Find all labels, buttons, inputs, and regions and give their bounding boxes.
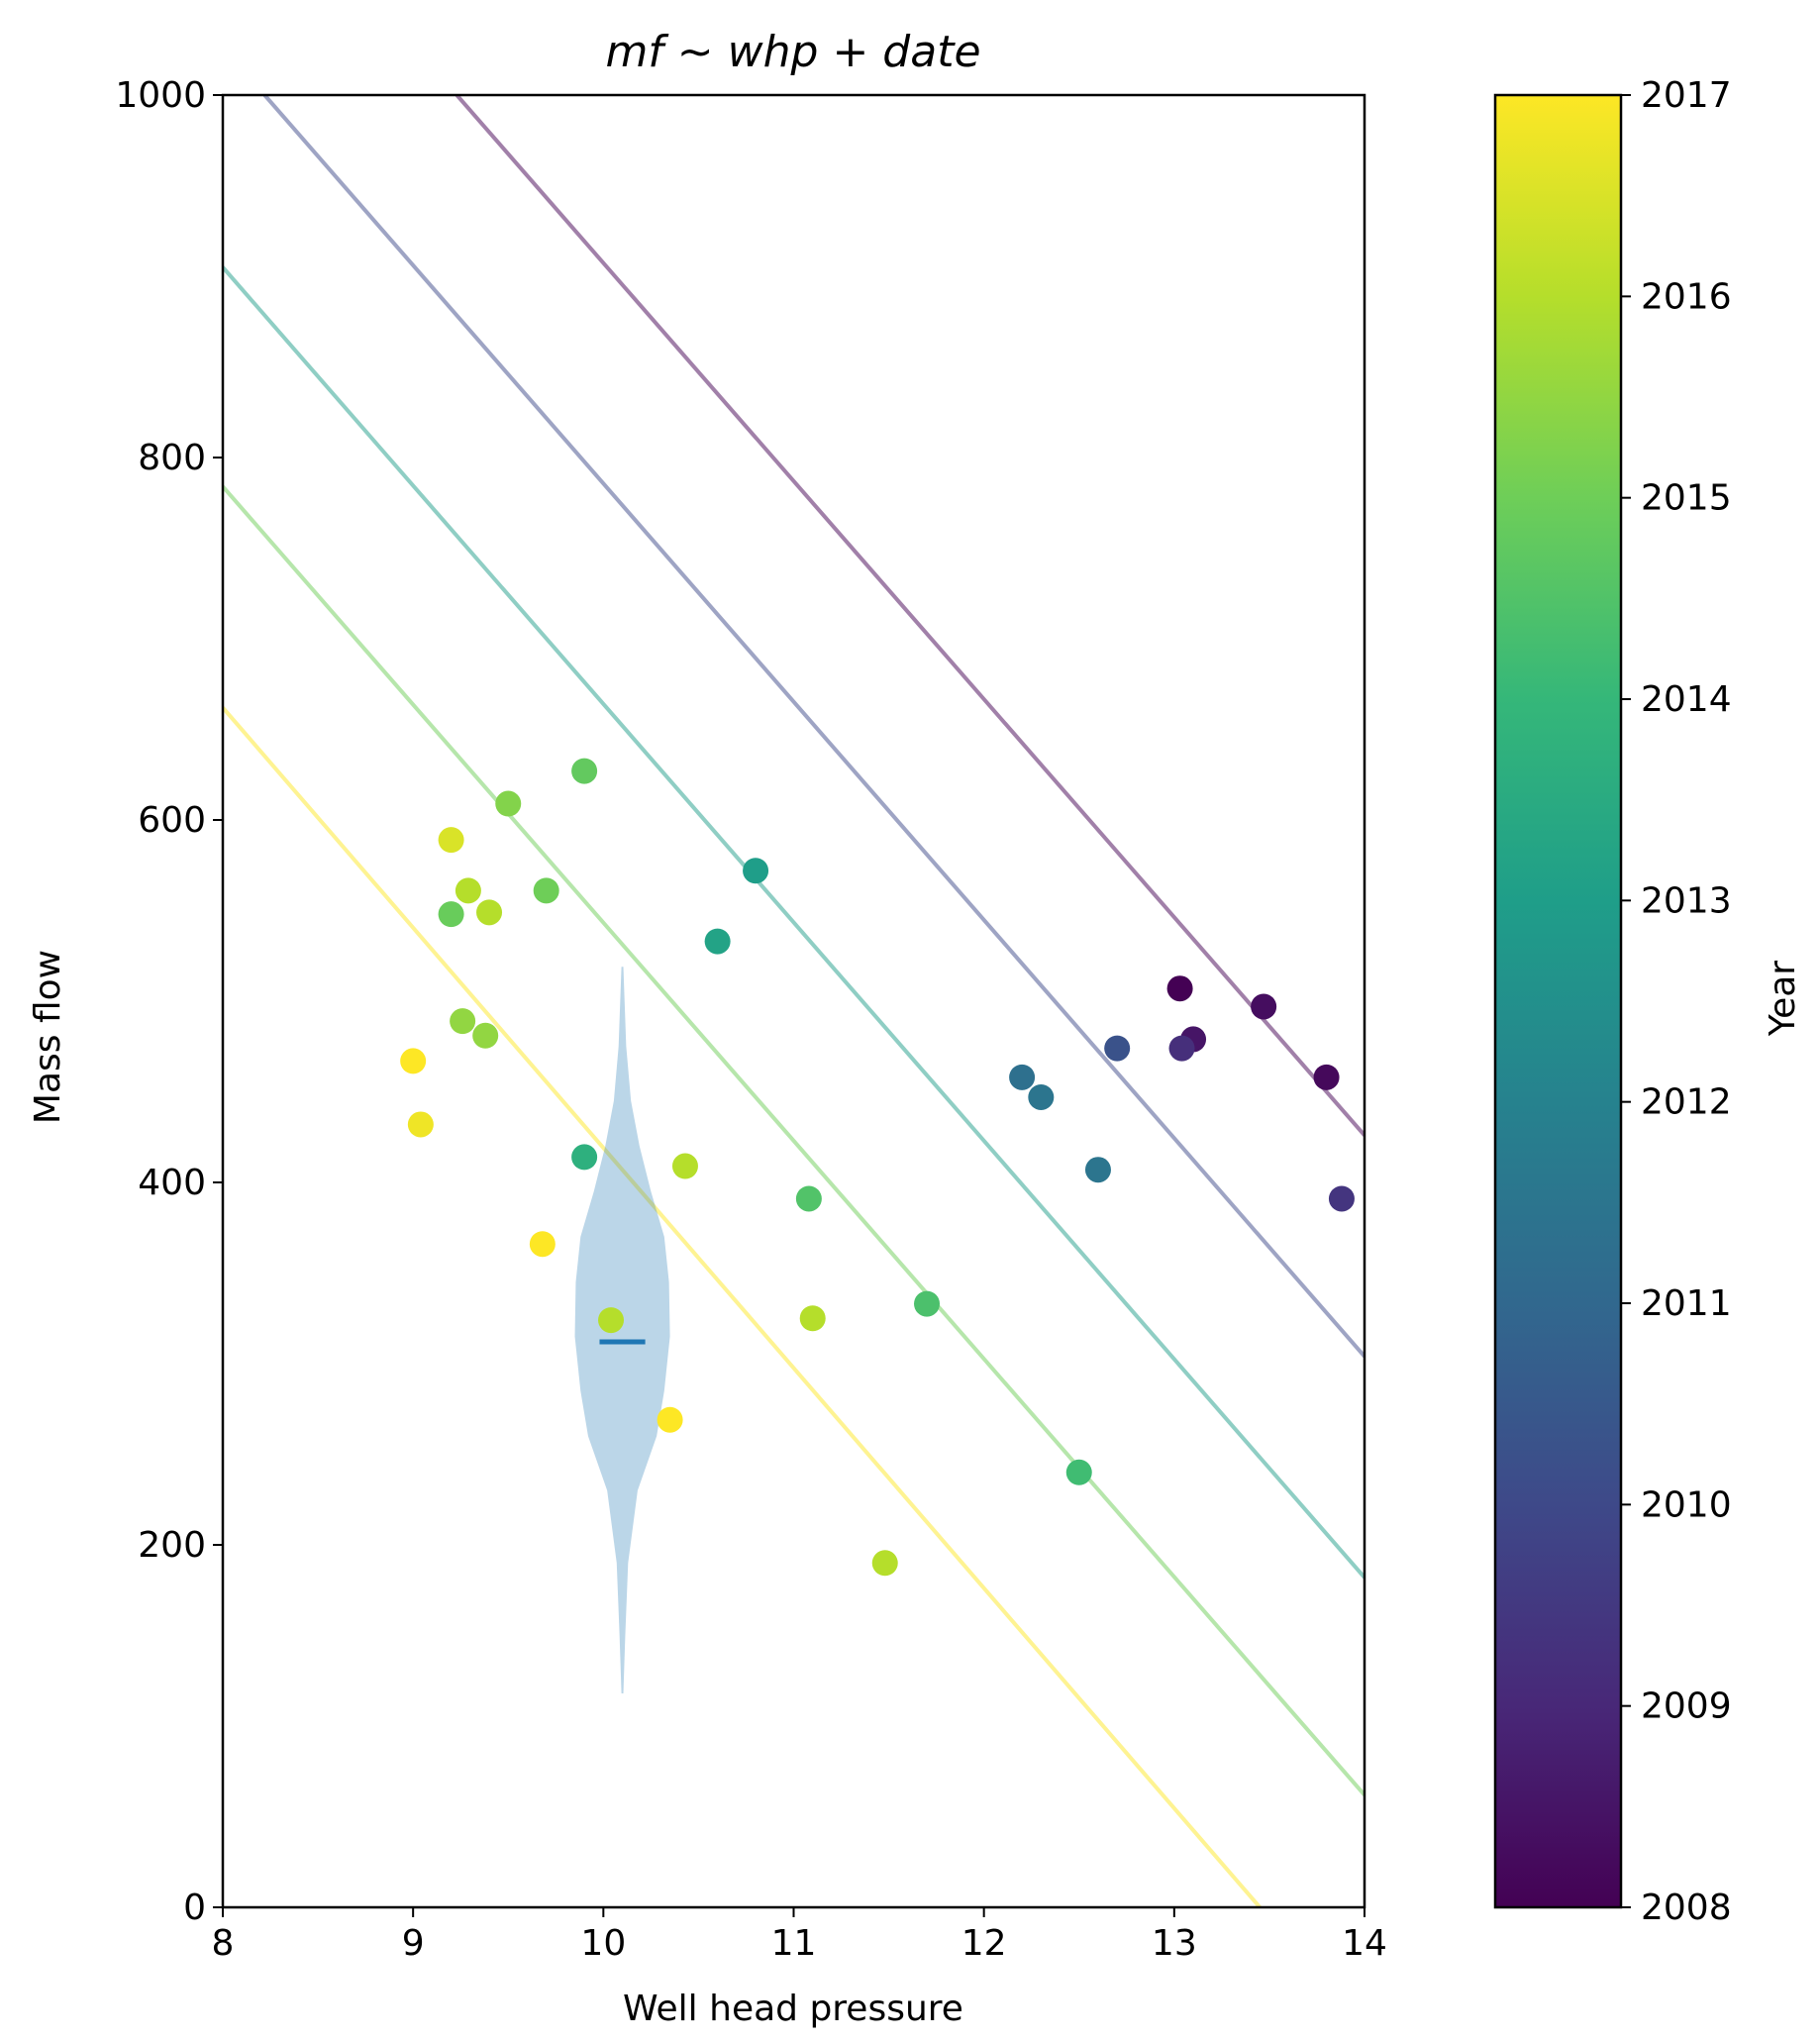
x-tick-label: 14 [1342,1923,1387,1964]
colorbar-tick-label: 2011 [1641,1283,1732,1324]
x-tick-label: 13 [1152,1923,1197,1964]
colorbar-tick-label: 2013 [1641,880,1732,921]
colorbar-tick-label: 2016 [1641,276,1732,317]
data-point-25 [799,1305,826,1332]
data-point-24 [671,1153,698,1179]
data-point-15 [795,1185,822,1212]
data-point-9 [1084,1157,1111,1183]
data-point-31 [529,1231,556,1258]
data-point-14 [914,1290,941,1317]
axes-frame [221,93,1366,1909]
data-point-29 [400,1048,427,1074]
data-point-26 [871,1550,898,1577]
data-point-1 [1251,993,1277,1020]
data-point-30 [407,1111,434,1138]
data-point-11 [704,928,731,955]
data-point-12 [571,1144,598,1171]
colorbar-tick-label: 2010 [1641,1484,1732,1525]
fit-line-2015 [223,484,1365,1796]
data-point-23 [476,899,503,926]
y-axis-label: Mass flow [28,950,68,1124]
data-point-4 [1168,1035,1195,1062]
fit-line-2010 [262,95,1365,1358]
data-point-5 [1328,1185,1355,1212]
colorbar-tick-label: 2014 [1641,679,1732,720]
colorbar-tick-label: 2015 [1641,478,1732,519]
fit-line-2013 [223,265,1365,1580]
y-tick-label: 800 [138,438,206,478]
data-point-16 [571,758,598,784]
axes: 8 9 10 11 12 13 14 0 200 400 600 800 1000 [115,75,1387,1964]
data-point-17 [533,877,559,904]
colorbar-tick-label: 2017 [1641,75,1732,116]
data-point-27 [598,1307,625,1334]
x-axis-label: Well head pressure [623,1989,963,2029]
y-tick-label: 400 [138,1163,206,1203]
data-point-20 [450,1008,476,1035]
colorbar-label: Year [1763,961,1803,1037]
x-tick-label: 12 [961,1923,1007,1964]
colorbar-fill [1495,95,1621,1907]
fit-line-2008 [455,95,1365,1137]
x-tick-label: 9 [402,1923,425,1964]
colorbar-tick-label: 2012 [1641,1082,1732,1123]
x-tick-label: 10 [580,1923,626,1964]
fit-line-2017 [223,706,1262,1907]
data-point-18 [495,790,522,817]
y-tick-label: 1000 [115,75,206,116]
data-point-8 [1028,1083,1055,1110]
data-point-28 [438,827,464,854]
data-point-3 [1313,1064,1340,1090]
plot-inner [223,95,1365,1907]
colorbar-tick-label: 2009 [1641,1686,1732,1727]
data-point-6 [1104,1035,1131,1062]
y-tick-label: 600 [138,800,206,841]
chart-title: mf ~ whp + date [605,27,980,77]
title-group: mf ~ whp + date [605,27,980,77]
y-tick-label: 200 [138,1525,206,1566]
colorbar-frame [1493,93,1623,1909]
colorbar: 2008 2009 2010 2011 2012 2013 2014 2015 2016 2017 [1493,75,1732,1928]
data-point-21 [472,1022,499,1049]
data-point-10 [743,858,769,884]
data-point-13 [1065,1459,1092,1485]
x-tick-label: 8 [212,1923,235,1964]
y-tick-label: 0 [183,1888,206,1928]
data-point-22 [455,877,481,904]
data-point-0 [1166,975,1193,1002]
plot-area [223,95,1365,1907]
violin-body [574,967,670,1694]
data-point-19 [438,901,464,928]
data-point-7 [1009,1064,1036,1090]
colorbar-tick-label: 2008 [1641,1888,1732,1928]
x-tick-label: 11 [771,1923,817,1964]
data-point-32 [657,1406,683,1433]
